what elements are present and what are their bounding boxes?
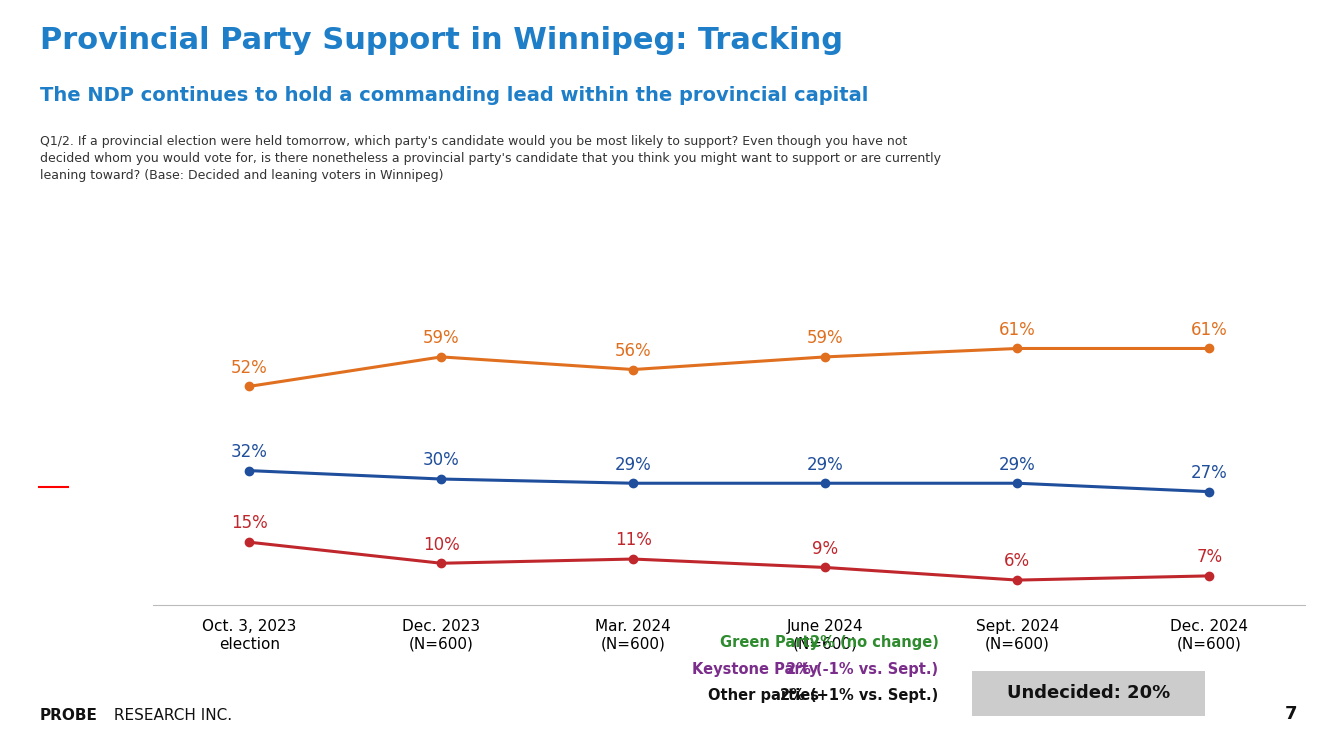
Text: 59%: 59%: [807, 329, 843, 347]
Text: 59%: 59%: [424, 329, 460, 347]
Text: 9%: 9%: [813, 540, 838, 558]
Text: 56%: 56%: [615, 342, 651, 359]
Text: 6%: 6%: [1004, 553, 1031, 570]
Text: Keystone Party: Keystone Party: [693, 662, 819, 677]
Text: PROBE: PROBE: [40, 708, 97, 723]
Text: MANITOBA LIBERAL: MANITOBA LIBERAL: [55, 572, 100, 576]
Text: Conservative: Conservative: [69, 478, 109, 483]
Text: The NDP continues to hold a commanding lead within the provincial capital: The NDP continues to hold a commanding l…: [40, 86, 868, 105]
Text: 11%: 11%: [615, 532, 651, 549]
Text: NDP: NDP: [48, 396, 107, 420]
Text: 29%: 29%: [999, 456, 1036, 474]
Text: RESEARCH INC.: RESEARCH INC.: [109, 708, 232, 723]
Text: 27%: 27%: [1191, 464, 1228, 482]
Text: 29%: 29%: [807, 456, 843, 474]
Text: Undecided: 20%: Undecided: 20%: [1007, 684, 1171, 702]
Text: Green Party: Green Party: [719, 635, 819, 650]
Text: 52%: 52%: [230, 359, 268, 377]
Text: 61%: 61%: [1191, 321, 1228, 338]
Text: 🦬: 🦬: [73, 530, 81, 544]
Text: 10%: 10%: [422, 535, 460, 553]
Text: 32%: 32%: [230, 443, 268, 461]
Text: 30%: 30%: [422, 451, 460, 469]
Text: 2% (-1% vs. Sept.): 2% (-1% vs. Sept.): [786, 662, 939, 677]
Text: MLP: MLP: [60, 549, 95, 564]
Text: 2% (+1% vs. Sept.): 2% (+1% vs. Sept.): [781, 688, 939, 703]
Text: 2% (no change): 2% (no change): [810, 635, 939, 650]
Text: 29%: 29%: [615, 456, 651, 474]
Text: 61%: 61%: [999, 321, 1036, 338]
Text: MANITOBA'S: MANITOBA'S: [55, 379, 100, 384]
Text: Other parties: Other parties: [707, 688, 819, 703]
Text: Provincial Party Support in Winnipeg: Tracking: Provincial Party Support in Winnipeg: Tr…: [40, 26, 843, 56]
Text: 7%: 7%: [1196, 548, 1223, 566]
Text: 15%: 15%: [230, 514, 268, 532]
Text: Q1/2. If a provincial election were held tomorrow, which party's candidate would: Q1/2. If a provincial election were held…: [40, 135, 940, 183]
Text: Progressive: Progressive: [71, 467, 108, 472]
Text: PC: PC: [40, 467, 67, 485]
Text: 7: 7: [1285, 705, 1297, 723]
